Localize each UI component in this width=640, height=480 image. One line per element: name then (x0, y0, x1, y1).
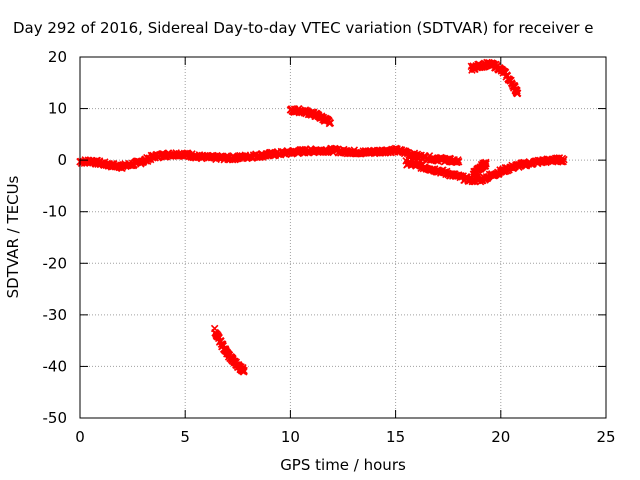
series-arc-6h (211, 325, 247, 375)
series-arc-19h (468, 59, 521, 97)
y-tick-label: -30 (43, 306, 68, 324)
x-axis-label: GPS time / hours (280, 456, 406, 474)
x-tick-label: 10 (281, 428, 300, 446)
x-tick-label: 20 (491, 428, 510, 446)
sdtvar-chart: 0 5 10 15 20 25 -50 -40 -30 -20 -10 0 10 20 GPS time … (0, 0, 640, 480)
y-tick-label: -10 (43, 203, 68, 221)
axis-ticks: 0 5 10 15 20 25 -50 -40 -30 -20 -10 0 10 20 (43, 48, 616, 446)
y-tick-label: 0 (57, 151, 67, 169)
y-tick-label: 20 (48, 48, 67, 66)
y-tick-label: -50 (43, 409, 68, 427)
y-tick-label: -20 (43, 254, 68, 272)
y-axis-label: SDTVAR / TECUs (4, 175, 22, 298)
plot-frame (80, 57, 606, 418)
grid (80, 57, 606, 418)
x-tick-label: 5 (180, 428, 190, 446)
x-tick-label: 15 (386, 428, 405, 446)
y-tick-label: 10 (48, 100, 67, 118)
y-tick-label: -40 (43, 357, 68, 375)
data-points (77, 59, 567, 375)
x-tick-label: 25 (596, 428, 615, 446)
x-tick-label: 0 (75, 428, 85, 446)
